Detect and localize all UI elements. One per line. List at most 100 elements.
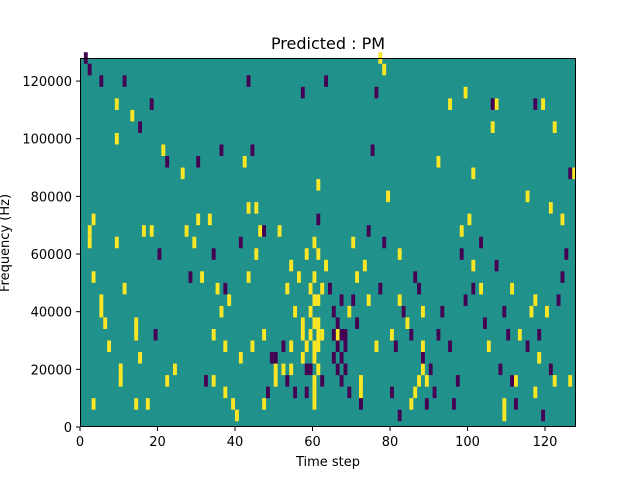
heatmap-cell-high [91, 398, 96, 410]
heatmap-cell-low [316, 213, 321, 226]
heatmap-cell-high [316, 294, 321, 306]
x-tick-label: 80 [382, 435, 399, 450]
heatmap-cell-high [525, 190, 530, 203]
heatmap-cell-low [568, 167, 573, 180]
heatmap-cell-low [366, 225, 371, 237]
heatmap-cell-low [335, 340, 340, 353]
heatmap-cell-high [138, 352, 143, 364]
heatmap-cell-high [273, 363, 278, 376]
heatmap-cell-high [223, 340, 228, 353]
heatmap-cell-high [142, 225, 146, 237]
heatmap-cell-low [424, 398, 429, 410]
heatmap-cell-high [421, 363, 425, 376]
heatmap-cell-high [293, 305, 298, 318]
heatmap-cell-low [370, 144, 375, 157]
heatmap-cell-high [289, 363, 294, 376]
heatmap-cell-high [471, 167, 476, 180]
heatmap-cell-low [219, 144, 224, 157]
heatmap-cell-high [312, 386, 317, 399]
heatmap-cell-high [312, 236, 317, 249]
heatmap-cell-high [568, 375, 573, 387]
heatmap-cell-high [254, 248, 259, 260]
heatmap-cell-high [87, 236, 92, 249]
heatmap-cell-high [227, 294, 232, 306]
heatmap-cell-high [196, 213, 201, 226]
heatmap-cell-low [188, 271, 193, 283]
heatmap-cell-low [393, 340, 398, 353]
heatmap-cell-low [343, 340, 348, 353]
heatmap-cell-high [405, 317, 410, 329]
heatmap-cell-low [165, 156, 170, 168]
heatmap-cell-high [107, 340, 112, 353]
heatmap-cells [83, 52, 577, 422]
heatmap-cell-high [246, 202, 251, 214]
heatmap-cell-low [281, 340, 286, 353]
y-tick-label: 60000 [31, 248, 72, 263]
heatmap-cell-high [304, 248, 309, 260]
heatmap-cell-high [258, 225, 263, 237]
heatmap-cell-high [421, 340, 425, 353]
heatmap-cell-high [320, 328, 325, 341]
heatmap-cell-low [417, 282, 422, 295]
heatmap-cell-high [397, 294, 402, 306]
heatmap-cell-low [331, 352, 336, 364]
heatmap-cell-high [250, 340, 255, 353]
x-tick-label: 60 [304, 435, 321, 450]
heatmap-cell-low [138, 121, 143, 133]
heatmap-cell-high [312, 340, 317, 353]
heatmap-cell-high [316, 317, 321, 329]
heatmap-cell-high [312, 317, 317, 329]
heatmap-cell-low [440, 305, 445, 318]
heatmap-cell-low [397, 409, 402, 422]
heatmap-cell-low [335, 363, 340, 376]
heatmap-cell-high [149, 225, 154, 237]
heatmap-cell-low [537, 328, 542, 341]
heatmap-cell-high [335, 328, 340, 341]
heatmap-cell-high [502, 409, 507, 422]
heatmap-cell-low [308, 363, 313, 376]
heatmap-cell-high [359, 375, 363, 387]
heatmap-cell-high [103, 317, 108, 329]
heatmap-cell-high [552, 375, 557, 387]
heatmap-cell-high [308, 305, 313, 318]
heatmap-cell-high [312, 271, 317, 283]
heatmap-cell-high [316, 328, 321, 341]
heatmap-cell-low [320, 375, 325, 387]
heatmap-cell-low [99, 75, 104, 87]
heatmap-cell-high [397, 248, 402, 260]
heatmap-cell-high [99, 305, 104, 318]
heatmap-cell-low [494, 259, 499, 272]
heatmap-cell-low [324, 75, 329, 87]
heatmap-cell-high [215, 282, 220, 295]
heatmap-cell-high [324, 259, 329, 272]
heatmap-cell-high [541, 98, 546, 110]
heatmap-cell-high [219, 305, 224, 318]
heatmap-cell-low [328, 282, 332, 295]
heatmap-cell-low [452, 398, 456, 410]
y-tick-label: 120000 [22, 75, 72, 90]
heatmap-cell-low [83, 52, 88, 64]
heatmap-cell-low [343, 363, 348, 376]
heatmap-cell-high [409, 398, 414, 410]
heatmap-cell-high [486, 340, 491, 353]
heatmap-cell-high [277, 225, 282, 237]
heatmap-cell-low [339, 328, 344, 341]
heatmap-cell-high [145, 398, 150, 410]
y-tick-label: 40000 [31, 306, 72, 321]
heatmap-cell-low [510, 375, 515, 387]
x-tick-label: 0 [76, 435, 84, 450]
heatmap-cell-high [424, 375, 429, 387]
heatmap-cell-high [355, 271, 360, 283]
heatmap-cell-low [355, 317, 360, 329]
heatmap-cell-low [490, 98, 495, 110]
heatmap-cell-high [378, 52, 383, 64]
heatmap-cell-low [556, 294, 561, 306]
heatmap-cell-low [390, 386, 394, 399]
heatmap-cell-high [207, 213, 212, 226]
heatmap-cell-low [374, 86, 379, 99]
heatmap-cell-low [211, 248, 216, 260]
heatmap-cell-high [448, 98, 453, 110]
heatmap-cell-low [223, 282, 228, 295]
y-axis-title: Frequency (Hz) [0, 194, 13, 292]
heatmap-cell-low [421, 352, 425, 364]
